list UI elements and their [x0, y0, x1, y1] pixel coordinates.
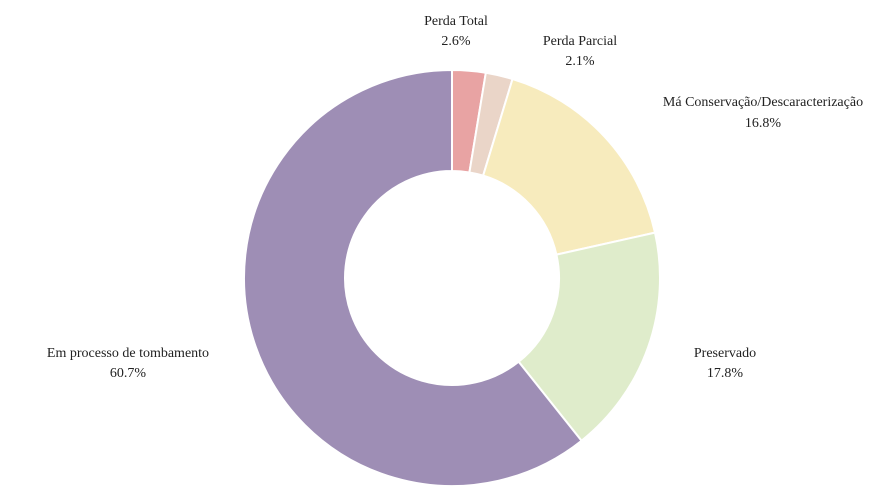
slice-label-name: Perda Parcial	[543, 34, 617, 49]
slice-labels: Perda Total 2.6% Perda Parcial 2.1% Má Conse…	[47, 14, 863, 381]
slice-label-0: Perda Total 2.6%	[424, 14, 488, 49]
slice-label-name: Preservado	[694, 346, 756, 361]
slice-label-1: Perda Parcial 2.1%	[543, 34, 617, 69]
slice-label-value: 2.1%	[565, 54, 595, 69]
slice-label-value: 17.8%	[707, 366, 744, 381]
donut-slice-3	[517, 231, 661, 443]
donut-slice-4	[243, 68, 583, 486]
donut-slices	[243, 68, 661, 486]
slice-label-value: 16.8%	[745, 116, 782, 131]
slice-label-name: Em processo de tombamento	[47, 346, 209, 361]
donut-slice-2	[481, 77, 657, 256]
slice-label-4: Em processo de tombamento 60.7%	[47, 346, 209, 381]
slice-label-name: Perda Total	[424, 14, 488, 29]
slice-label-3: Preservado 17.8%	[694, 346, 756, 381]
slice-label-value: 2.6%	[441, 34, 471, 49]
slice-label-name: Má Conservação/Descaracterização	[663, 95, 863, 110]
slice-label-value: 60.7%	[110, 366, 147, 381]
slice-label-2: Má Conservação/Descaracterização 16.8%	[663, 95, 863, 131]
